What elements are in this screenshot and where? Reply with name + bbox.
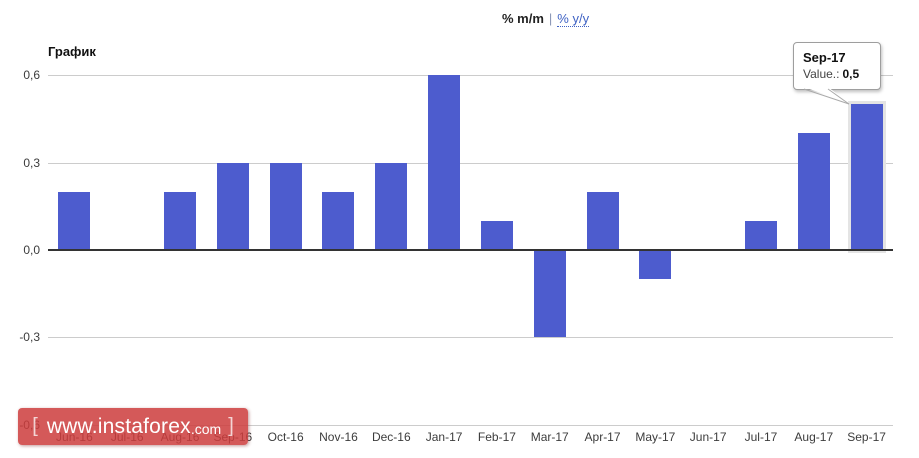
watermark-tld: .com [190,420,222,437]
bar-feb-17[interactable] [480,220,513,250]
bar-sep-16[interactable] [216,162,249,250]
x-tick-label: Apr-17 [584,430,621,444]
bar-jun-16[interactable] [58,191,91,250]
gridline [48,162,893,164]
series-toggle: % m/m | % y/y [502,11,590,27]
x-tick-label: Oct-16 [267,430,304,444]
bar-sep-17[interactable] [847,101,886,253]
tooltip: Sep-17 Value.: 0,5 [793,42,881,90]
toggle-separator: | [548,11,553,26]
bar-apr-17[interactable] [586,191,619,250]
gridline [48,337,893,339]
tooltip-title: Sep-17 [803,50,846,65]
x-tick-label: Jun-17 [689,430,727,444]
watermark-close-bracket: ] [228,415,234,437]
zero-axis-line [48,249,893,251]
tooltip-value-label: Value.: [803,67,840,81]
bar-dec-16[interactable] [375,162,408,250]
bar-mar-17[interactable] [533,250,566,338]
x-tick-label: Aug-17 [794,430,834,444]
x-tick-label: Nov-16 [319,430,358,444]
x-tick-label: Feb-17 [477,430,516,444]
gridline [48,424,893,426]
x-tick-label: Mar-17 [530,430,569,444]
bar-aug-16[interactable] [164,191,197,250]
y-tick-label: 0,6 [23,68,40,83]
tooltip-value: 0,5 [842,67,860,81]
tooltip-value-row: Value.: 0,5 [803,67,871,81]
y-tick-label: 0,3 [23,155,40,170]
bar-jan-17[interactable] [428,75,461,250]
x-tick-label: May-17 [635,430,676,444]
x-tick-label: Jul-17 [744,430,778,444]
gridline [48,75,893,77]
bar-aug-17[interactable] [797,133,830,250]
x-tick-label: Dec-16 [371,430,411,444]
instaforex-watermark-link[interactable]: [ www.instaforex .com ] [18,408,248,445]
tab-m-m: % m/m [502,11,544,26]
tab-y-y-link[interactable]: % y/y [557,11,590,27]
bar-oct-16[interactable] [269,162,302,250]
x-tick-label: Sep-17 [847,430,886,444]
x-tick-label: Jan-17 [425,430,463,444]
y-tick-label: 0,0 [23,243,40,257]
bar-jul-17[interactable] [744,220,777,250]
bar-nov-16[interactable] [322,191,355,250]
bar-may-17[interactable] [639,250,672,280]
y-tick-label: -0,3 [19,330,40,345]
watermark-open-bracket: [ [32,415,38,437]
watermark-domain: www.instaforex [46,414,191,438]
chart-title: График [48,44,96,59]
